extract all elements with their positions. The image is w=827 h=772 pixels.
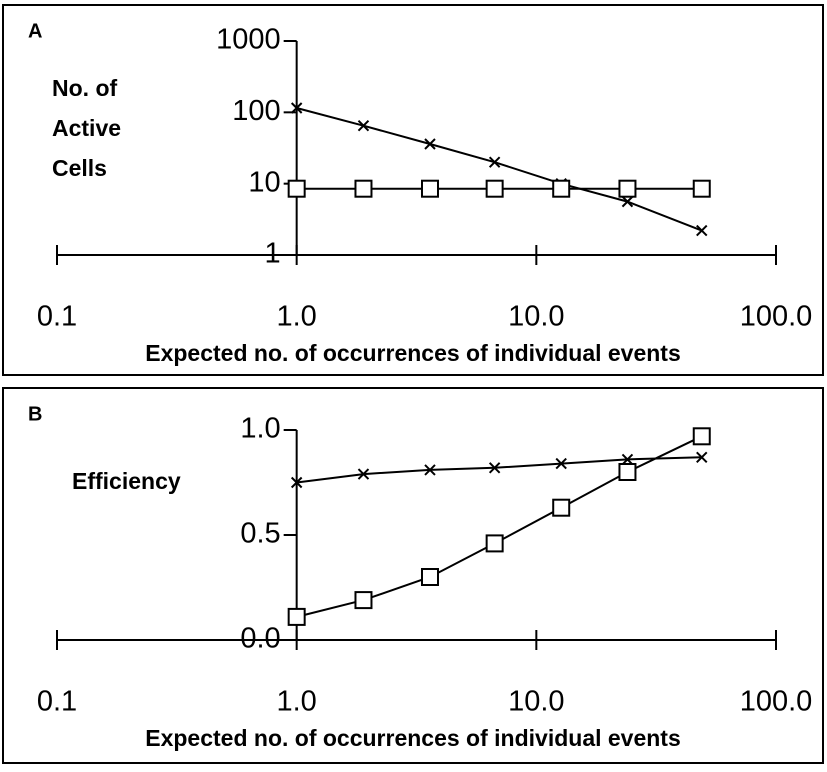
x-axis-label: Expected no. of occurrences of individua…	[145, 340, 681, 366]
x-marker	[488, 462, 501, 474]
x-tick-label: 1.0	[277, 301, 317, 333]
x-tick-label: 100.0	[740, 301, 813, 333]
panel-label: B	[28, 403, 42, 425]
y-tick-label: 1	[265, 238, 281, 270]
y-tick-label: 0.0	[240, 623, 280, 655]
y-axis-label: Efficiency	[72, 468, 181, 494]
y-tick-label: 1000	[216, 24, 281, 56]
panel-frame	[2, 4, 824, 376]
x-tick-label: 0.1	[37, 301, 77, 333]
y-axis-label: No. of	[52, 75, 117, 101]
x-tick-label: 10.0	[508, 301, 564, 333]
square-marker	[354, 591, 373, 610]
square-marker	[552, 498, 571, 517]
x-marker	[424, 138, 436, 150]
square-marker	[287, 179, 306, 198]
x-tick-label: 1.0	[277, 686, 317, 718]
y-tick-label: 10	[248, 166, 280, 198]
x-marker	[357, 119, 370, 132]
x-marker	[621, 195, 634, 208]
x-marker	[621, 453, 634, 466]
series-line	[296, 107, 703, 232]
square-marker	[618, 463, 637, 481]
y-tick-label: 0.5	[240, 518, 280, 550]
x-marker	[357, 468, 370, 480]
x-axis-label: Expected no. of occurrences of individua…	[145, 725, 681, 751]
y-axis-label: Active	[52, 115, 121, 141]
square-marker	[420, 568, 439, 586]
square-marker	[552, 179, 571, 198]
y-axis-label: Cells	[52, 155, 107, 181]
x-marker	[290, 476, 303, 489]
x-marker	[424, 464, 436, 476]
x-marker	[696, 451, 708, 464]
square-marker	[692, 179, 711, 198]
x-marker	[290, 102, 303, 114]
x-marker	[555, 457, 567, 470]
panel-frame	[2, 387, 824, 764]
x-marker	[488, 156, 501, 168]
square-marker	[287, 607, 306, 626]
square-marker	[618, 179, 637, 198]
x-marker	[696, 224, 708, 237]
square-marker	[485, 534, 504, 553]
y-tick-label: 1.0	[240, 413, 280, 445]
x-tick-label: 0.1	[37, 686, 77, 718]
square-marker	[354, 179, 373, 198]
square-marker	[485, 179, 504, 198]
square-marker	[692, 427, 711, 446]
panel-label: A	[28, 20, 42, 42]
square-marker	[420, 179, 439, 198]
series-line	[296, 456, 702, 484]
x-tick-label: 100.0	[740, 686, 813, 718]
y-tick-label: 100	[232, 95, 280, 127]
x-tick-label: 10.0	[508, 686, 564, 718]
